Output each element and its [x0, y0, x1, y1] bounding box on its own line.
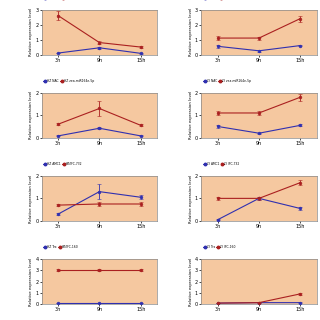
Y-axis label: Relative expression level: Relative expression level [29, 174, 33, 223]
Y-axis label: Relative expression level: Relative expression level [29, 91, 33, 140]
Y-axis label: Relative expression level: Relative expression level [189, 174, 193, 223]
Y-axis label: Relative expression level: Relative expression level [189, 257, 193, 306]
Y-axis label: Relative expression level: Relative expression level [189, 8, 193, 56]
Legend: LY NAC, LY zea-miR164e-5p: LY NAC, LY zea-miR164e-5p [203, 78, 252, 83]
Legend: LY Trx, LY IFC-160: LY Trx, LY IFC-160 [203, 245, 236, 250]
Y-axis label: Relative expression level: Relative expression level [29, 257, 33, 306]
Legend: HZ Trx, HZ/IFC-160: HZ Trx, HZ/IFC-160 [43, 245, 79, 250]
Y-axis label: Relative expression level: Relative expression level [29, 8, 33, 56]
Legend: HZ AMC1, HZ/IFC-732: HZ AMC1, HZ/IFC-732 [43, 162, 83, 166]
Y-axis label: Relative expression level: Relative expression level [189, 91, 193, 140]
Legend: LY AMC1, LY IFC-732: LY AMC1, LY IFC-732 [203, 162, 240, 166]
Legend: HZ NAC, HZ zea-miR164e-5p: HZ NAC, HZ zea-miR164e-5p [43, 78, 94, 83]
